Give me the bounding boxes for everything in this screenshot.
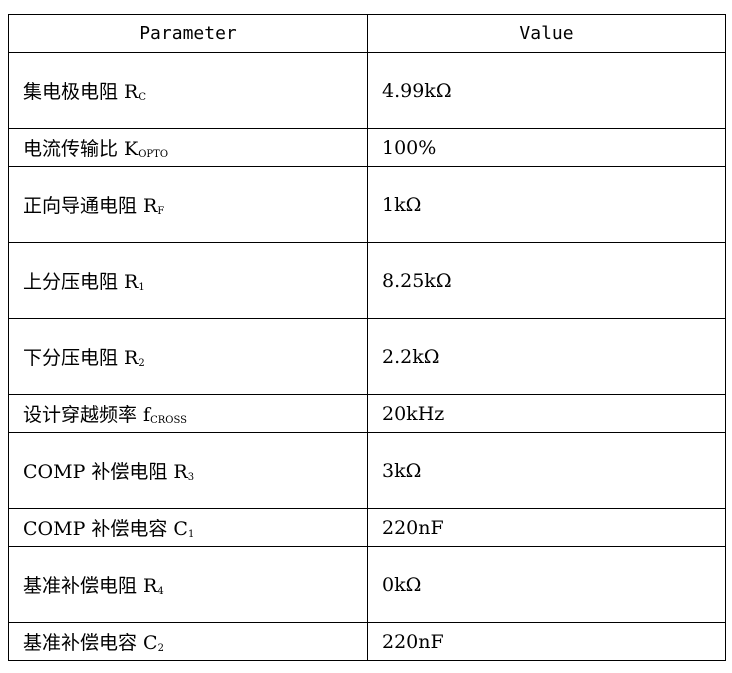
- parameter-name: 基准补偿电容 C: [23, 632, 158, 654]
- table-row: 基准补偿电容 C2 220nF: [8, 622, 726, 661]
- table-row: COMP 补偿电容 C1 220nF: [8, 508, 726, 547]
- parameter-name: 设计穿越频率 f: [23, 404, 151, 426]
- table-row: 电流传输比 KOPTO 100%: [8, 128, 726, 167]
- value-cell: 8.25kΩ: [367, 242, 726, 319]
- parameter-name: 集电极电阻 R: [23, 81, 139, 103]
- parameter-name: COMP 补偿电容 C: [23, 518, 188, 540]
- parameter-cell: 电流传输比 KOPTO: [8, 128, 368, 167]
- parameter-cell: 下分压电阻 R2: [8, 318, 368, 395]
- parameter-cell: 基准补偿电阻 R4: [8, 546, 368, 623]
- parameter-cell: 正向导通电阻 RF: [8, 166, 368, 243]
- parameter-subscript: 2: [157, 643, 164, 654]
- value-cell: 3kΩ: [367, 432, 726, 509]
- table-row: 下分压电阻 R2 2.2kΩ: [8, 318, 726, 395]
- table-row: 基准补偿电阻 R4 0kΩ: [8, 546, 726, 623]
- parameter-cell: COMP 补偿电容 C1: [8, 508, 368, 547]
- parameter-subscript: 3: [187, 472, 195, 483]
- parameter-name: 下分压电阻 R: [23, 347, 139, 369]
- value-cell: 1kΩ: [367, 166, 726, 243]
- header-value: Value: [367, 14, 726, 53]
- value-cell: 4.99kΩ: [367, 52, 726, 129]
- value-cell: 220nF: [367, 508, 726, 547]
- parameter-cell: 上分压电阻 R1: [8, 242, 368, 319]
- parameter-subscript: OPTO: [138, 149, 169, 160]
- parameter-name: 上分压电阻 R: [23, 271, 139, 293]
- table-row: COMP 补偿电阻 R3 3kΩ: [8, 432, 726, 509]
- parameter-cell: 基准补偿电容 C2: [8, 622, 368, 661]
- parameter-name: 正向导通电阻 R: [23, 195, 158, 217]
- value-cell: 220nF: [367, 622, 726, 661]
- parameter-subscript: F: [157, 206, 165, 217]
- value-cell: 2.2kΩ: [367, 318, 726, 395]
- parameter-cell: 设计穿越频率 fCROSS: [8, 394, 368, 433]
- parameter-name: COMP 补偿电阻 R: [23, 461, 188, 483]
- table-row: 正向导通电阻 RF 1kΩ: [8, 166, 726, 243]
- parameter-name: 基准补偿电阻 R: [23, 575, 158, 597]
- value-cell: 100%: [367, 128, 726, 167]
- parameter-subscript: C: [138, 92, 147, 103]
- table-row: 上分压电阻 R1 8.25kΩ: [8, 242, 726, 319]
- header-parameter: Parameter: [8, 14, 368, 53]
- parameter-cell: COMP 补偿电阻 R3: [8, 432, 368, 509]
- table-row: 设计穿越频率 fCROSS 20kHz: [8, 394, 726, 433]
- header-row: Parameter Value: [8, 14, 726, 53]
- parameter-subscript: 4: [157, 586, 164, 597]
- value-cell: 0kΩ: [367, 546, 726, 623]
- parameter-subscript: 2: [138, 358, 145, 369]
- parameter-subscript: CROSS: [150, 415, 187, 426]
- parameter-subscript: 1: [138, 282, 145, 293]
- value-cell: 20kHz: [367, 394, 726, 433]
- parameter-table: Parameter Value 集电极电阻 RC 4.99kΩ 电流传输比 KOPT…: [8, 14, 726, 661]
- parameter-name: 电流传输比 K: [23, 138, 139, 160]
- parameter-cell: 集电极电阻 RC: [8, 52, 368, 129]
- table-row: 集电极电阻 RC 4.99kΩ: [8, 52, 726, 129]
- parameter-subscript: 1: [187, 529, 195, 540]
